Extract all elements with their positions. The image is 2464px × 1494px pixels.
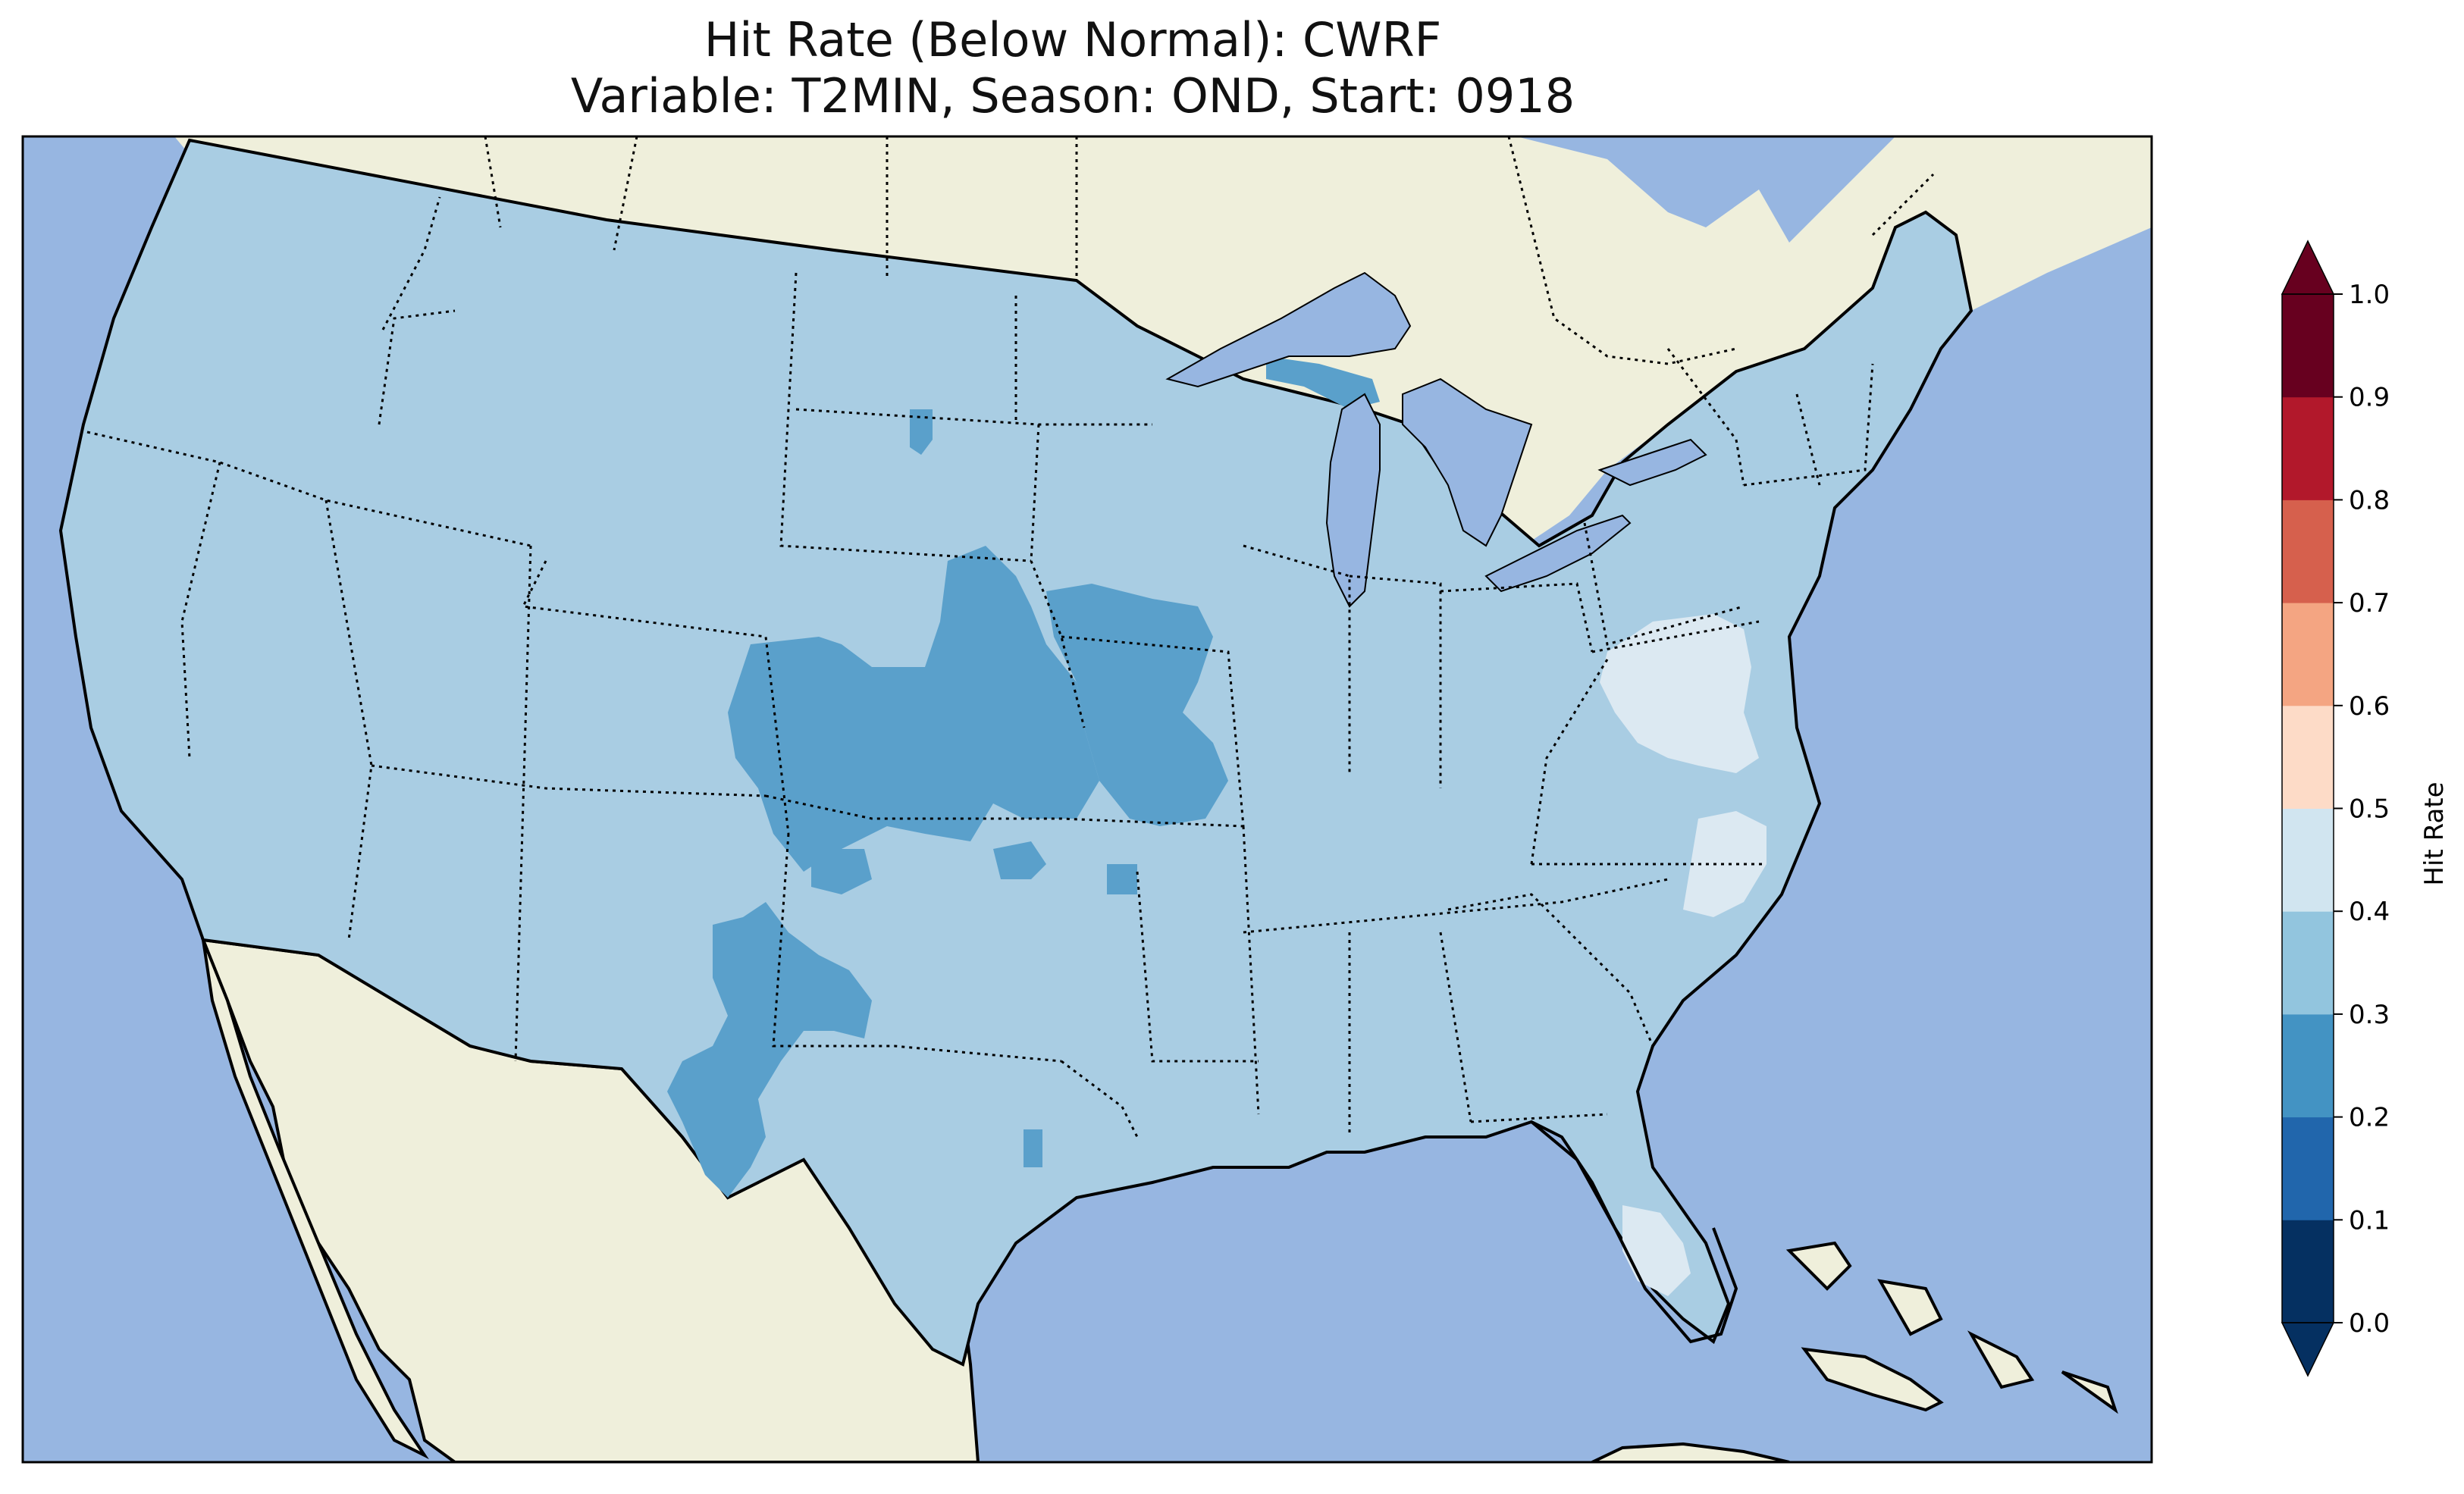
colorbar-tick-label: 0.9 [2349,383,2390,413]
colorbar-bin-0.6-0.7 [2282,603,2334,706]
colorbar-tick-label: 1.0 [2349,280,2390,310]
central-plains-blob [728,546,1099,872]
colorbar-bin-0.2-0.3 [2282,1013,2334,1118]
colorbar-tick-label: 0.7 [2349,588,2390,619]
colorbar-bin-0.7-0.8 [2282,500,2334,603]
colorbar-tick-label: 0.6 [2349,691,2390,722]
map-frame [21,135,2153,1464]
upper-michigan-patch [1266,356,1380,409]
colorbar-bin-0.8-0.9 [2282,396,2334,500]
colorbar-extend-bottom [2281,1322,2335,1377]
colorbar-bin-0.4-0.5 [2282,808,2334,912]
colorbar-bin-0.9-1.0 [2282,294,2334,398]
lake-huron [1402,377,1533,547]
colorbar-tick-label: 0.0 [2349,1308,2390,1339]
florida-coast [1530,1120,1738,1344]
colorbar-label: Hit Rate [2419,781,2450,885]
florida-patch [1622,1205,1691,1296]
south-america-coast [1591,1442,1790,1462]
lake-michigan [1325,393,1381,608]
south-dakota-patch [910,409,933,455]
colorbar-bin-0.1-0.2 [2282,1117,2334,1220]
colorbar-tick-label: 0.1 [2349,1205,2390,1236]
lake-ontario [1597,438,1707,487]
bahamas-islands [1785,1241,2118,1414]
texas-small-patch [1024,1129,1042,1167]
colorbar-tick-label: 0.4 [2349,897,2390,927]
colorbar-bin-0.3-0.4 [2282,911,2334,1015]
north-carolina-patch [1683,811,1766,917]
iowa-missouri-blob [1046,584,1228,826]
lake-superior [1165,271,1412,388]
colorbar-tick-label: 0.3 [2349,1000,2390,1030]
colorbar-bin-0.5-0.6 [2282,705,2334,809]
cuba [1801,1347,1944,1412]
international-borders [484,136,1935,365]
arkansas-patch [1107,864,1137,894]
oklahoma-patch [811,849,872,894]
baja-california [202,939,429,1460]
figure-title-line1: Hit Rate (Below Normal): CWRF [704,12,1442,67]
colorbar-tick-label: 0.5 [2349,794,2390,825]
colorbar-tick-label: 0.2 [2349,1103,2390,1133]
virginia-patch [1600,614,1759,773]
west-texas-blob [667,902,872,1198]
oklahoma-east-patch [993,841,1046,879]
figure-title-line2: Variable: T2MIN, Season: OND, Start: 091… [570,68,1575,124]
colorbar-extend-top [2281,240,2335,295]
state-borders [86,196,1874,1138]
colorbar-tick-label: 0.8 [2349,485,2390,515]
colorbar-bin-0.0-0.1 [2282,1220,2334,1323]
